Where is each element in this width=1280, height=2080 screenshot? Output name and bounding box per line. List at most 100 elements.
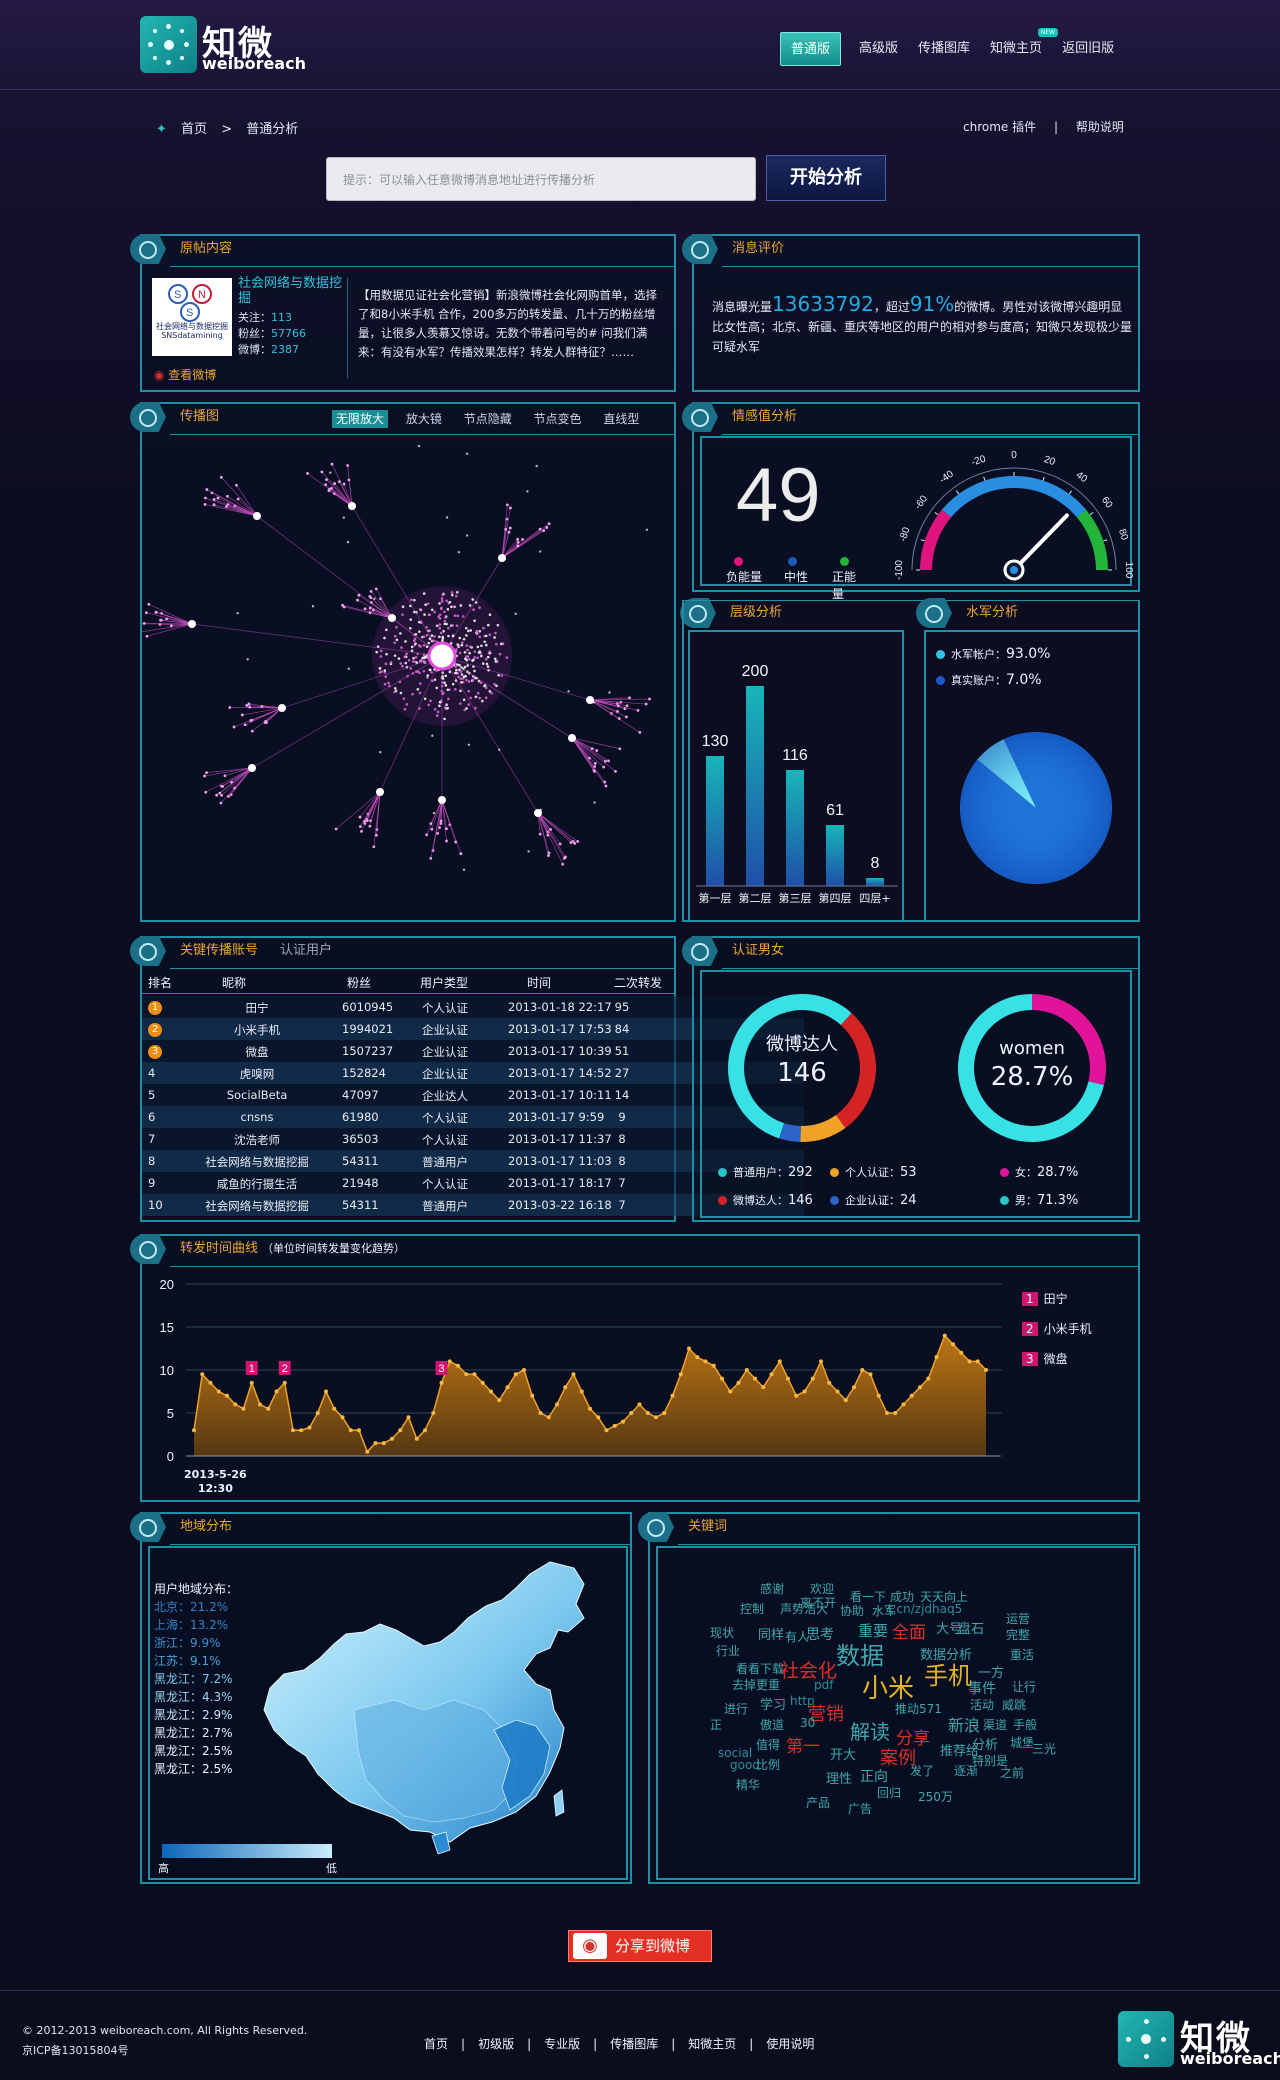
keyword[interactable]: 威跳 xyxy=(1002,1698,1027,1712)
tool-infinite-zoom[interactable]: 无限放大 xyxy=(332,410,389,428)
keyword[interactable]: 去掉 xyxy=(732,1678,757,1692)
keyword[interactable]: 控制 xyxy=(740,1602,765,1616)
keyword[interactable]: 完整 xyxy=(1006,1628,1031,1642)
keyword[interactable]: 同样 xyxy=(758,1628,785,1643)
keyword[interactable]: 大号 xyxy=(936,1622,963,1637)
keyword[interactable]: 盘石 xyxy=(958,1622,985,1637)
keyword[interactable]: 正向 xyxy=(860,1769,888,1785)
keyword[interactable]: 三光 xyxy=(1032,1742,1057,1756)
table-row[interactable]: 2 小米手机 1994021 企业认证 2013-01-17 17:53 84 xyxy=(142,1018,804,1040)
keyword[interactable]: 理性 xyxy=(826,1772,853,1787)
keyword[interactable]: 重要 xyxy=(858,1622,889,1640)
table-row[interactable]: 3 微盘 1507237 企业认证 2013-01-17 10:39 51 xyxy=(142,1040,804,1062)
chrome-plugin-link[interactable]: chrome 插件 xyxy=(963,120,1037,134)
keyword[interactable]: 水军 xyxy=(872,1604,897,1618)
keyword[interactable]: 回归 xyxy=(877,1786,902,1800)
keyword[interactable]: 看看 xyxy=(736,1662,761,1676)
share-weibo-button[interactable]: ◉ 分享到微博 xyxy=(568,1930,712,1962)
nav-home[interactable]: 知微主页 NEW xyxy=(980,28,1059,66)
keyword[interactable]: 傲道 xyxy=(760,1718,785,1732)
map-hainan[interactable] xyxy=(431,1831,451,1855)
footer-link[interactable]: 初级版 xyxy=(478,2037,515,2051)
keyword[interactable]: 特别是 xyxy=(972,1754,1009,1768)
keyword[interactable]: 逐渐 xyxy=(954,1764,979,1778)
keyword[interactable]: 成功 xyxy=(890,1590,915,1604)
user-name[interactable]: 社会网络与数据挖掘 xyxy=(238,276,343,306)
table-row[interactable]: 7 沈浩老师 36503 个人认证 2013-01-17 11:37 8 xyxy=(142,1128,804,1150)
keyword[interactable]: good xyxy=(730,1758,760,1772)
keyword[interactable]: 更重 xyxy=(756,1678,781,1692)
map-central-region[interactable] xyxy=(353,1699,517,1823)
keyword[interactable]: 产品 xyxy=(806,1796,831,1810)
keyword[interactable]: 一方 xyxy=(978,1666,1005,1681)
keyword[interactable]: http xyxy=(790,1694,815,1708)
keyword[interactable]: 数据分析 xyxy=(920,1648,973,1663)
keyword[interactable]: 解读 xyxy=(850,1720,890,1744)
map-east-coast[interactable] xyxy=(493,1719,551,1811)
keyword[interactable]: 250万 xyxy=(918,1790,953,1804)
table-row[interactable]: 8 社会网络与数据挖掘 54311 普通用户 2013-01-17 11:03 8 xyxy=(142,1150,804,1172)
footer-link[interactable]: 传播图库 xyxy=(610,2037,659,2051)
nav-gallery[interactable]: 传播图库 xyxy=(918,41,971,56)
keyword[interactable]: 第一 xyxy=(786,1737,820,1757)
keyword[interactable]: 城堡 xyxy=(1010,1736,1035,1750)
keyword[interactable]: 之前 xyxy=(1000,1766,1025,1780)
footer-link[interactable]: 知微主页 xyxy=(688,2037,737,2051)
panel-title[interactable]: 关键传播账号 xyxy=(180,943,259,958)
table-row[interactable]: 4 虎嗅网 152824 企业认证 2013-01-17 14:52 27 xyxy=(142,1062,804,1084)
keyword[interactable]: 分析 xyxy=(972,1738,999,1753)
keyword[interactable]: 事件 xyxy=(968,1681,996,1697)
footer-link[interactable]: 专业版 xyxy=(544,2037,581,2051)
map-taiwan[interactable] xyxy=(553,1789,565,1817)
table-row[interactable]: 9 咸鱼的行摄生活 21948 个人认证 2013-01-17 18:17 7 xyxy=(142,1172,804,1194)
keyword[interactable]: 看一下 xyxy=(850,1590,887,1604)
keyword[interactable]: 声势浩大 xyxy=(780,1602,829,1616)
keyword[interactable]: 全面 xyxy=(892,1623,926,1643)
help-link[interactable]: 帮助说明 xyxy=(1075,120,1124,134)
keyword[interactable]: 发了 xyxy=(910,1764,935,1778)
tab-certified-users[interactable]: 认证用户 xyxy=(280,943,333,958)
table-row[interactable]: 1 田宁 6010945 个人认证 2013-01-18 22:17 95 xyxy=(142,996,804,1018)
keyword[interactable]: 渠道 xyxy=(983,1718,1008,1732)
keyword[interactable]: 行业 xyxy=(716,1644,741,1658)
logo[interactable]: 知微 weiboreach xyxy=(140,16,306,74)
table-row[interactable]: 5 SocialBeta 47097 企业达人 2013-01-17 10:11 14 xyxy=(142,1084,804,1106)
keyword[interactable]: 思考 xyxy=(806,1627,834,1643)
keyword[interactable]: 小米 xyxy=(862,1674,915,1704)
keyword[interactable]: 下载 xyxy=(760,1662,785,1676)
nav-advanced[interactable]: 高级版 xyxy=(859,41,899,56)
tool-magnifier[interactable]: 放大镜 xyxy=(405,412,442,426)
table-row[interactable]: 6 cnsns 61980 个人认证 2013-01-17 9:59 9 xyxy=(142,1106,804,1128)
keyword[interactable]: 社会化 xyxy=(780,1660,838,1682)
keyword[interactable]: 手机 xyxy=(924,1662,972,1690)
tool-hide-nodes[interactable]: 节点隐藏 xyxy=(463,412,512,426)
keyword[interactable]: 天天向上 xyxy=(920,1590,969,1604)
footer-link[interactable]: 使用说明 xyxy=(766,2037,815,2051)
start-analysis-button[interactable]: 开始分析 xyxy=(766,155,886,201)
keyword[interactable]: 活动 xyxy=(970,1698,995,1712)
view-weibo-link[interactable]: ◉ 查看微博 xyxy=(154,366,216,383)
keyword[interactable]: 重活 xyxy=(1010,1648,1035,1662)
keyword[interactable]: 分享 xyxy=(896,1729,930,1749)
keyword[interactable]: 精华 xyxy=(736,1778,761,1792)
keyword[interactable]: 推动571 xyxy=(895,1702,942,1716)
keyword[interactable]: 值得 xyxy=(756,1738,781,1752)
keyword[interactable]: 手般 xyxy=(1013,1718,1038,1732)
keyword[interactable]: social xyxy=(718,1746,753,1760)
keyword[interactable]: 有人 xyxy=(785,1630,810,1644)
keyword[interactable]: 案例 xyxy=(880,1748,916,1769)
keyword[interactable]: 现状 xyxy=(710,1626,735,1640)
keyword[interactable]: 离不开 xyxy=(800,1596,837,1610)
keyword[interactable]: 新浪 xyxy=(948,1716,981,1735)
keyword[interactable]: 感谢 xyxy=(760,1582,785,1596)
keyword[interactable]: 运营 xyxy=(1006,1612,1031,1626)
keyword[interactable]: 协助 xyxy=(840,1604,865,1618)
keyword[interactable]: 营销 xyxy=(808,1704,844,1725)
keyword[interactable]: 学习 xyxy=(760,1698,787,1713)
footer-logo[interactable]: 知微 weiboreach xyxy=(1118,2011,1280,2069)
nav-normal[interactable]: 普通版 xyxy=(780,32,842,66)
china-map[interactable] xyxy=(254,1560,624,1860)
keyword[interactable]: pdf xyxy=(814,1678,834,1692)
keyword[interactable]: 让行 xyxy=(1012,1680,1037,1694)
keyword[interactable]: 数据 xyxy=(836,1642,884,1670)
